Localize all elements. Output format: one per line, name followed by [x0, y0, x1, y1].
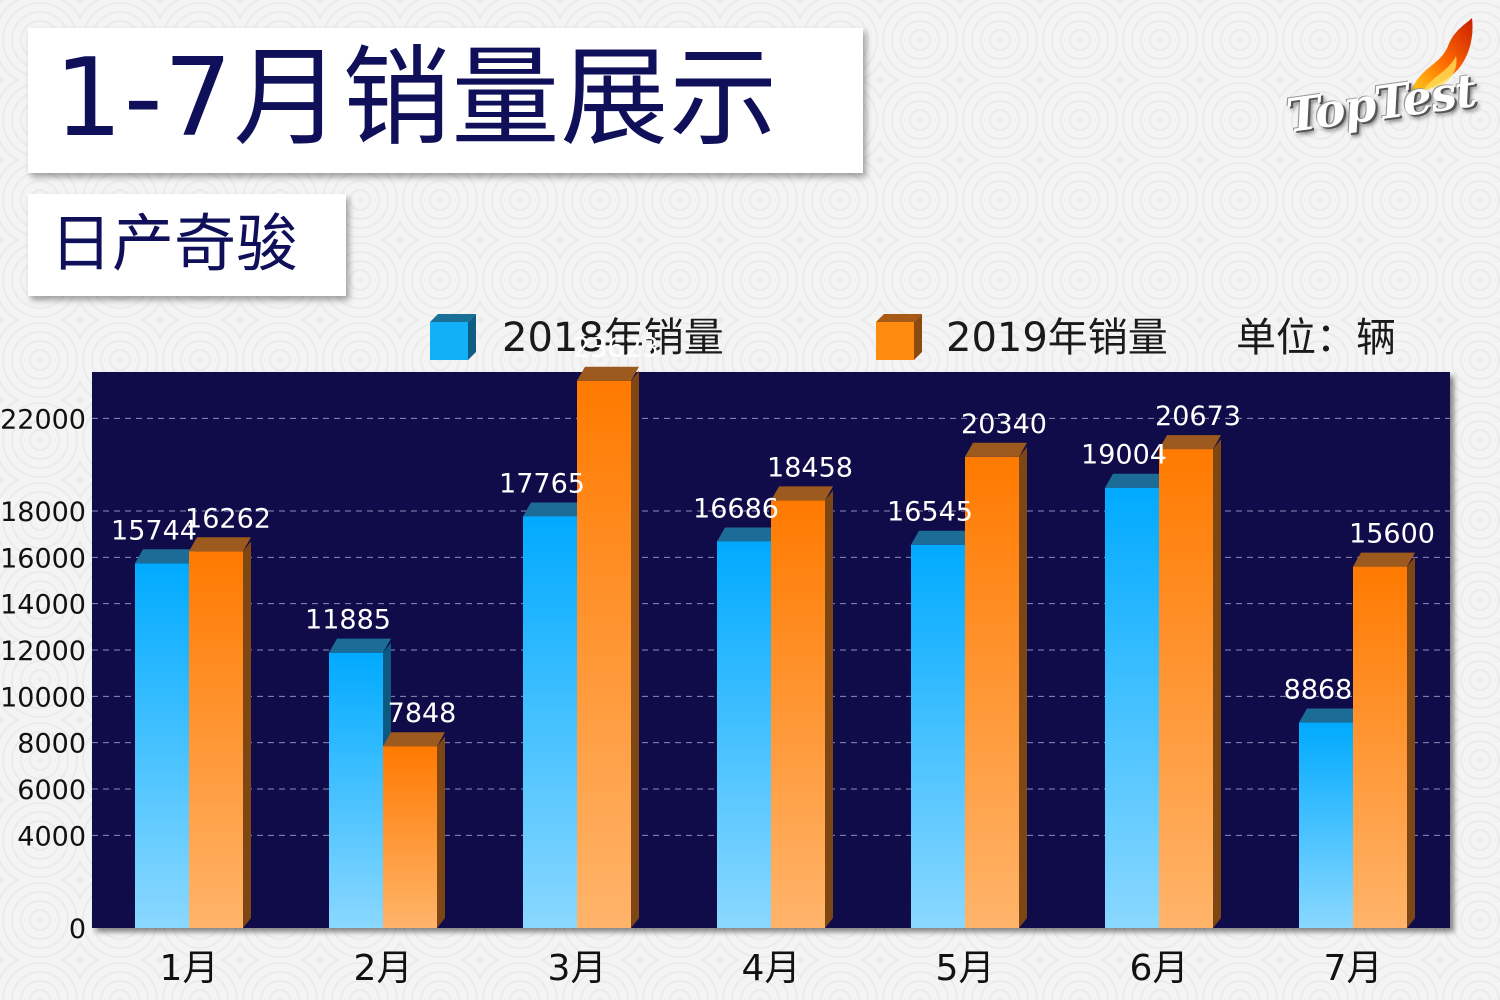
x-tick-label: 1月	[160, 948, 219, 989]
y-tick-label: 16000	[0, 543, 86, 574]
bar-2018	[1299, 722, 1353, 928]
data-label-2019: 20673	[1155, 401, 1241, 432]
bar-top-2018	[523, 502, 585, 517]
bar-top-2019	[1353, 552, 1415, 567]
data-label-2019: 20340	[961, 409, 1047, 440]
data-label-2019: 16262	[185, 503, 271, 534]
bar-side-2019	[825, 490, 833, 928]
bar-top-2018	[329, 638, 391, 653]
y-tick-label: 18000	[0, 497, 86, 528]
y-tick-label: 12000	[0, 636, 86, 667]
bar-2019	[577, 380, 631, 928]
bar-2019	[383, 746, 437, 928]
y-tick-label: 6000	[17, 775, 86, 806]
bar-2019	[1159, 449, 1213, 928]
title-panel: 1-7月销量展示	[28, 28, 863, 173]
legend-label-2018: 2018年销量	[502, 315, 724, 361]
data-label-2018: 15744	[111, 515, 197, 546]
x-tick-label: 5月	[936, 948, 995, 989]
bar-side-2019	[631, 370, 639, 928]
data-label-2019: 7848	[388, 698, 457, 729]
data-label-2018: 8868	[1284, 675, 1353, 706]
data-label-2018: 19004	[1081, 440, 1167, 471]
bar-top-2018	[1105, 473, 1167, 488]
bar-side-2019	[1019, 446, 1027, 928]
toptest-logo: TopTest	[1280, 16, 1480, 146]
data-label-2018: 16686	[693, 493, 779, 524]
data-label-2018: 11885	[305, 605, 391, 636]
bar-top-2019	[189, 537, 251, 552]
bar-side-2019	[1407, 556, 1415, 928]
bar-top-2019	[771, 486, 833, 501]
bar-top-2019	[577, 366, 639, 381]
bar-2019	[1353, 566, 1407, 928]
y-tick-label: 10000	[0, 682, 86, 713]
bar-2018	[717, 541, 771, 928]
y-tick-label: 14000	[0, 590, 86, 621]
data-label-2018: 16545	[887, 497, 973, 528]
bar-top-2019	[1159, 435, 1221, 450]
page-title: 1-7月销量展示	[54, 36, 779, 161]
bar-top-2019	[383, 732, 445, 747]
legend-swatch-2019	[876, 314, 922, 360]
data-label-2019: 23623	[573, 333, 659, 364]
page-subtitle: 日产奇骏	[50, 207, 299, 280]
legend-label-2019: 2019年销量	[946, 315, 1168, 361]
y-tick-label: 0	[69, 914, 86, 945]
x-tick-label: 7月	[1324, 948, 1383, 989]
flame-icon	[1410, 18, 1473, 94]
bar-2018	[911, 544, 965, 928]
bar-side-2019	[243, 541, 251, 928]
bar-top-2019	[965, 442, 1027, 457]
bar-2019	[771, 500, 825, 928]
x-tick-label: 3月	[548, 948, 607, 989]
legend-swatch-2018	[430, 314, 476, 360]
bar-2018	[1105, 487, 1159, 928]
y-tick-label: 8000	[17, 729, 86, 760]
unit-label: 单位：辆	[1236, 315, 1396, 361]
bar-side-2019	[437, 736, 445, 928]
bar-side-2019	[1213, 439, 1221, 928]
data-label-2019: 15600	[1349, 519, 1435, 550]
y-tick-label: 4000	[17, 821, 86, 852]
data-label-2018: 17765	[499, 468, 585, 499]
bar-top-2018	[135, 549, 197, 564]
y-tick-label: 22000	[0, 404, 86, 435]
bar-2019	[965, 456, 1019, 928]
subtitle-panel: 日产奇骏	[28, 194, 346, 296]
bar-2019	[189, 551, 243, 928]
bar-2018	[523, 516, 577, 928]
data-label-2019: 18458	[767, 452, 853, 483]
x-tick-label: 2月	[354, 948, 413, 989]
bar-top-2018	[717, 527, 779, 542]
x-tick-label: 4月	[742, 948, 801, 989]
bar-2018	[329, 652, 383, 928]
bar-top-2018	[911, 530, 973, 545]
bar-top-2018	[1299, 708, 1361, 723]
bar-2018	[135, 563, 189, 928]
x-tick-label: 6月	[1130, 948, 1189, 989]
